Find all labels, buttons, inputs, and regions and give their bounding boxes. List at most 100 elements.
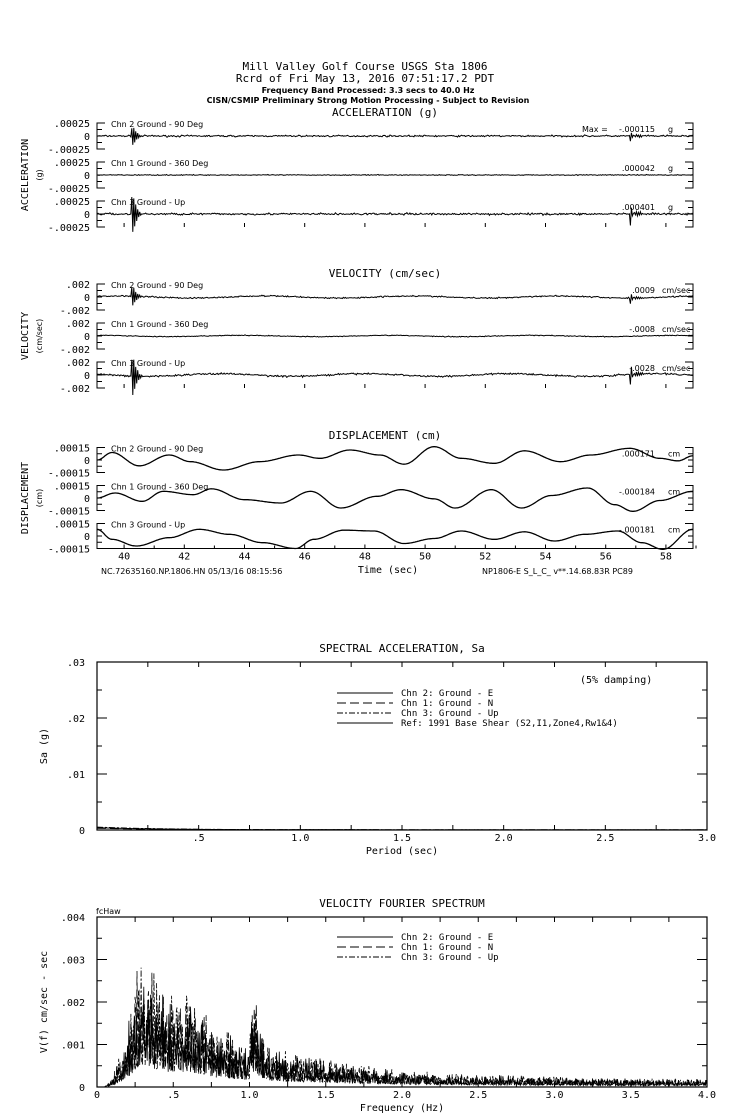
unit-label: cm/sec <box>662 364 690 373</box>
x-tick-label: .5 <box>193 833 205 844</box>
time-axis-label: Time (sec) <box>358 565 418 576</box>
frequency-band: Frequency Band Processed: 3.3 secs to 40… <box>262 86 475 95</box>
x-tick-label: 50 <box>419 552 431 563</box>
x-tick-label: .5 <box>167 1090 179 1101</box>
waveform-trace <box>96 528 694 550</box>
y-tick-label: .00025 <box>54 197 90 208</box>
waveform-trace <box>96 334 694 338</box>
y-tick-label: 0 <box>84 532 90 543</box>
max-value: -.000184 <box>619 488 655 497</box>
y-tick-label: 0 <box>84 332 90 343</box>
spectral-acceleration-chart: SPECTRAL ACCELERATION, Sa .5 1.0 1.5 2.0 2.5 3… <box>39 642 716 857</box>
record-footer: NC.72635160.NP.1806.HN 05/13/16 08:15:56… <box>101 565 633 576</box>
y-tick-label: 0 <box>84 371 90 382</box>
y-tick-label: .00015 <box>54 482 90 493</box>
y-tick-label: .00015 <box>54 520 90 531</box>
chart-title: SPECTRAL ACCELERATION, Sa <box>319 642 485 655</box>
max-value: .000042 <box>622 164 655 173</box>
x-tick-label: 44 <box>238 552 250 563</box>
waveform-trace <box>96 173 694 177</box>
station-title: Mill Valley Golf Course USGS Sta 1806 <box>242 60 487 73</box>
max-prefix: Max = <box>582 125 608 134</box>
y-tick-label: .003 <box>61 956 85 967</box>
y-tick-label: .00025 <box>54 119 90 130</box>
y-tick-label: .00015 <box>54 444 90 455</box>
channel-label: Chn 2 Ground - 90 Deg <box>111 445 203 454</box>
x-tick-label: 58 <box>660 552 672 563</box>
plot-frame <box>96 661 708 831</box>
y-axis-label: ACCELERATION <box>20 139 31 211</box>
max-value: -.000181 <box>619 526 655 535</box>
waveform-trace <box>96 446 694 471</box>
channel-label: Chn 3 Ground - Up <box>111 198 185 207</box>
waveform-trace <box>96 127 694 145</box>
max-value: -.0028 <box>629 364 655 373</box>
time-history-group: ACCELERATION (g) ACCELERATION (g) .00025 0 -.… <box>20 106 694 234</box>
panel-title: ACCELERATION (g) <box>332 106 438 119</box>
time-history-group: DISPLACEMENT (cm)DISPLACEMENT (cm).000150… <box>20 429 697 563</box>
fourier-spectrum-curve <box>97 970 708 1088</box>
x-tick-label: 1.0 <box>240 1090 258 1101</box>
x-tick-label: 2.5 <box>596 833 614 844</box>
channel-label: Chn 1 Ground - 360 Deg <box>111 483 208 492</box>
max-value: .000171 <box>622 450 655 459</box>
max-value: .000401 <box>622 203 655 212</box>
channel-label: Chn 2 Ground - 90 Deg <box>111 281 203 290</box>
legend-entry: Ref: 1991 Base Shear (S2,I1,Zone4,Rw1&4) <box>401 719 618 729</box>
y-tick-label: .002 <box>61 998 85 1009</box>
y-axis-label: V(f) cm/sec - sec <box>39 951 50 1053</box>
unit-label: g <box>668 164 673 173</box>
y-tick-label: 0 <box>84 293 90 304</box>
record-time: Rcrd of Fri May 13, 2016 07:51:17.2 PDT <box>236 72 495 85</box>
damping-annotation: (5% damping) <box>580 675 652 686</box>
x-tick-label: 52 <box>479 552 491 563</box>
legend-entry: Chn 3: Ground - Up <box>401 709 499 719</box>
y-tick-label: .002 <box>66 319 90 330</box>
x-tick-label: 54 <box>539 552 551 563</box>
y-tick-label: -.002 <box>60 345 90 356</box>
y-axis-unit: (g) <box>35 169 44 180</box>
x-tick-label: 42 <box>178 552 190 563</box>
channel-label: Chn 1 Ground - 360 Deg <box>111 320 208 329</box>
x-tick-label: 3.5 <box>622 1090 640 1101</box>
legend-entry: Chn 3: Ground - Up <box>401 953 499 963</box>
unit-label: g <box>668 125 673 134</box>
waveform-trace <box>97 487 694 512</box>
max-value: .0009 <box>632 286 655 295</box>
channel-label: Chn 1 Ground - 360 Deg <box>111 159 208 168</box>
record-header: Mill Valley Golf Course USGS Sta 1806 Rc… <box>207 60 530 105</box>
time-history-panels: ACCELERATION (g) ACCELERATION (g) .00025 0 -.… <box>20 106 697 563</box>
y-axis-label: DISPLACEMENT <box>20 462 31 534</box>
y-tick-label: -.00025 <box>48 184 90 195</box>
y-axis-label: Sa (g) <box>39 728 50 764</box>
unit-label: cm <box>668 450 680 459</box>
y-tick-label: .002 <box>66 280 90 291</box>
unit-label: cm/sec <box>662 286 690 295</box>
unit-label: cm <box>668 488 680 497</box>
waveform-trace <box>96 359 694 396</box>
channel-label: Chn 3 Ground - Up <box>111 521 185 530</box>
x-tick-label: 1.5 <box>317 1090 335 1101</box>
x-tick-label: 48 <box>359 552 371 563</box>
y-tick-label: 0 <box>84 456 90 467</box>
y-tick-label: 0 <box>84 171 90 182</box>
spectral-acceleration-curve <box>96 826 707 831</box>
x-tick-label: 4.0 <box>698 1090 716 1101</box>
panel-title: VELOCITY (cm/sec) <box>329 267 442 280</box>
y-tick-label: .004 <box>61 913 85 924</box>
x-axis-label: Frequency (Hz) <box>360 1103 444 1114</box>
waveform-trace <box>97 287 694 306</box>
unit-label: cm <box>668 526 680 535</box>
corner-label: fcHaw <box>96 907 121 916</box>
legend-entry: Chn 1: Ground - N <box>401 699 493 709</box>
legend-entry: Chn 2: Ground - E <box>401 689 493 699</box>
chart-title: VELOCITY FOURIER SPECTRUM <box>319 897 485 910</box>
fourier-spectrum-curve <box>97 967 708 1088</box>
y-axis-unit: (cm/sec) <box>35 319 44 354</box>
x-tick-label: 1.0 <box>291 833 309 844</box>
y-tick-label: -.00015 <box>48 469 90 480</box>
channel-label: Chn 2 Ground - 90 Deg <box>111 120 203 129</box>
processing-note: CISN/CSMIP Preliminary Strong Motion Pro… <box>207 96 530 105</box>
x-tick-label: 3.0 <box>698 833 716 844</box>
legend-entry: Chn 2: Ground - E <box>401 933 493 943</box>
